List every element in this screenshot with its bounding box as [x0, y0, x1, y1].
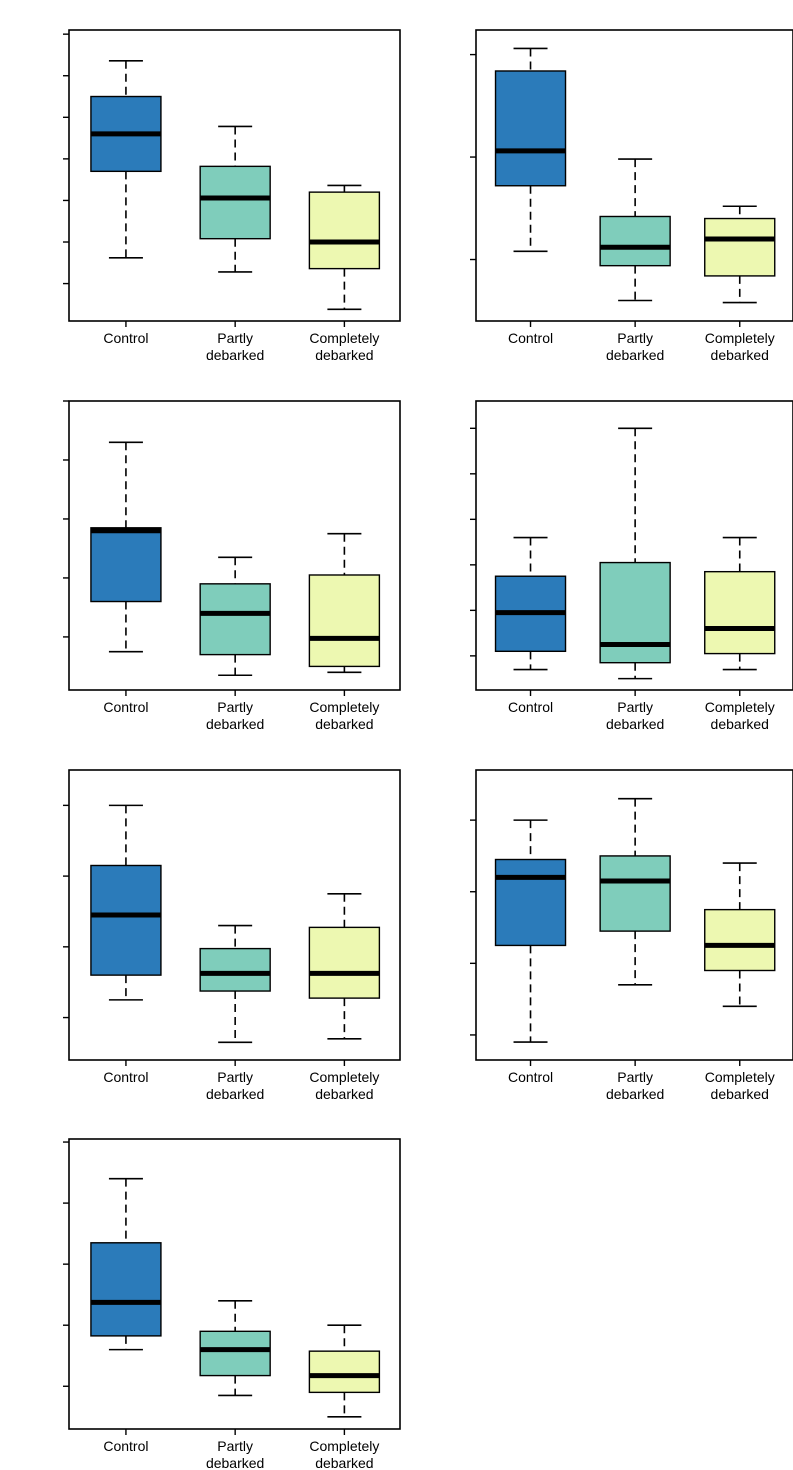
iqr-box — [308, 926, 381, 999]
iqr-box — [199, 947, 271, 992]
box-2 — [199, 1299, 271, 1397]
box-3 — [308, 892, 381, 1040]
x-tick-label: Partly debarked — [606, 330, 664, 363]
x-tick-label: Partly debarked — [206, 1438, 264, 1470]
box-3 — [308, 1324, 381, 1418]
box-3 — [704, 536, 776, 671]
iqr-box — [599, 561, 671, 664]
iqr-box — [308, 191, 381, 270]
panel-g: Control Partly debarked Completely debarked — [63, 1138, 401, 1470]
box-1 — [90, 1177, 162, 1351]
iqr-box — [90, 1242, 162, 1337]
box-2 — [599, 797, 671, 986]
x-tick-label: Completely debarked — [309, 1438, 379, 1470]
box-2 — [199, 125, 271, 273]
panel-d: Control Partly debarked Completely debarked — [470, 400, 793, 732]
iqr-box — [90, 864, 162, 976]
x-tick-label: Control — [103, 1069, 148, 1085]
x-tick-label: Partly debarked — [206, 330, 264, 363]
x-tick-label: Control — [103, 699, 148, 715]
box-1 — [494, 47, 567, 253]
x-tick-label: Completely debarked — [309, 1069, 379, 1102]
x-tick-label: Partly debarked — [606, 1069, 664, 1102]
box-1 — [90, 441, 162, 653]
box-3 — [704, 862, 776, 1008]
x-tick-label: Control — [508, 1069, 553, 1085]
box-2 — [199, 556, 271, 677]
box-3 — [704, 205, 776, 304]
x-tick-label: Completely debarked — [705, 699, 775, 732]
x-tick-label: Completely debarked — [309, 699, 379, 732]
x-tick-label: Control — [103, 1438, 148, 1454]
iqr-box — [494, 858, 567, 947]
box-2 — [199, 924, 271, 1044]
box-1 — [90, 59, 162, 259]
iqr-box — [599, 855, 671, 932]
iqr-box — [199, 1330, 271, 1377]
x-tick-label: Completely debarked — [705, 1069, 775, 1102]
iqr-box — [308, 1350, 381, 1394]
x-tick-label: Completely debarked — [309, 330, 379, 363]
iqr-box — [704, 570, 776, 655]
x-tick-label: Control — [508, 699, 553, 715]
box-3 — [308, 184, 381, 311]
iqr-box — [199, 165, 271, 240]
iqr-box — [90, 527, 162, 603]
iqr-box — [199, 583, 271, 656]
panel-e: Control Partly debarked Completely debarked — [63, 769, 401, 1102]
iqr-box — [704, 908, 776, 972]
box-3 — [308, 532, 381, 674]
box-1 — [494, 536, 567, 671]
x-tick-label: Partly debarked — [606, 699, 664, 732]
iqr-box — [704, 217, 776, 277]
x-tick-label: Partly debarked — [206, 1069, 264, 1102]
box-1 — [494, 819, 567, 1043]
panel-b: Control Partly debarked Completely debarked — [470, 29, 793, 363]
panel-f: Control Partly debarked Completely debarked — [470, 769, 793, 1102]
x-tick-label: Control — [103, 330, 148, 346]
x-tick-label: Partly debarked — [206, 699, 264, 732]
iqr-box — [599, 215, 671, 267]
box-2 — [599, 158, 671, 302]
iqr-box — [494, 70, 567, 187]
iqr-box — [308, 574, 381, 668]
box-2 — [599, 427, 671, 680]
x-tick-label: Completely debarked — [705, 330, 775, 363]
x-tick-label: Control — [508, 330, 553, 346]
box-1 — [90, 804, 162, 1001]
panel-a: Control Partly debarked Completely debarked — [63, 29, 401, 363]
panel-c: Control Partly debarked Completely debarked — [63, 400, 401, 732]
